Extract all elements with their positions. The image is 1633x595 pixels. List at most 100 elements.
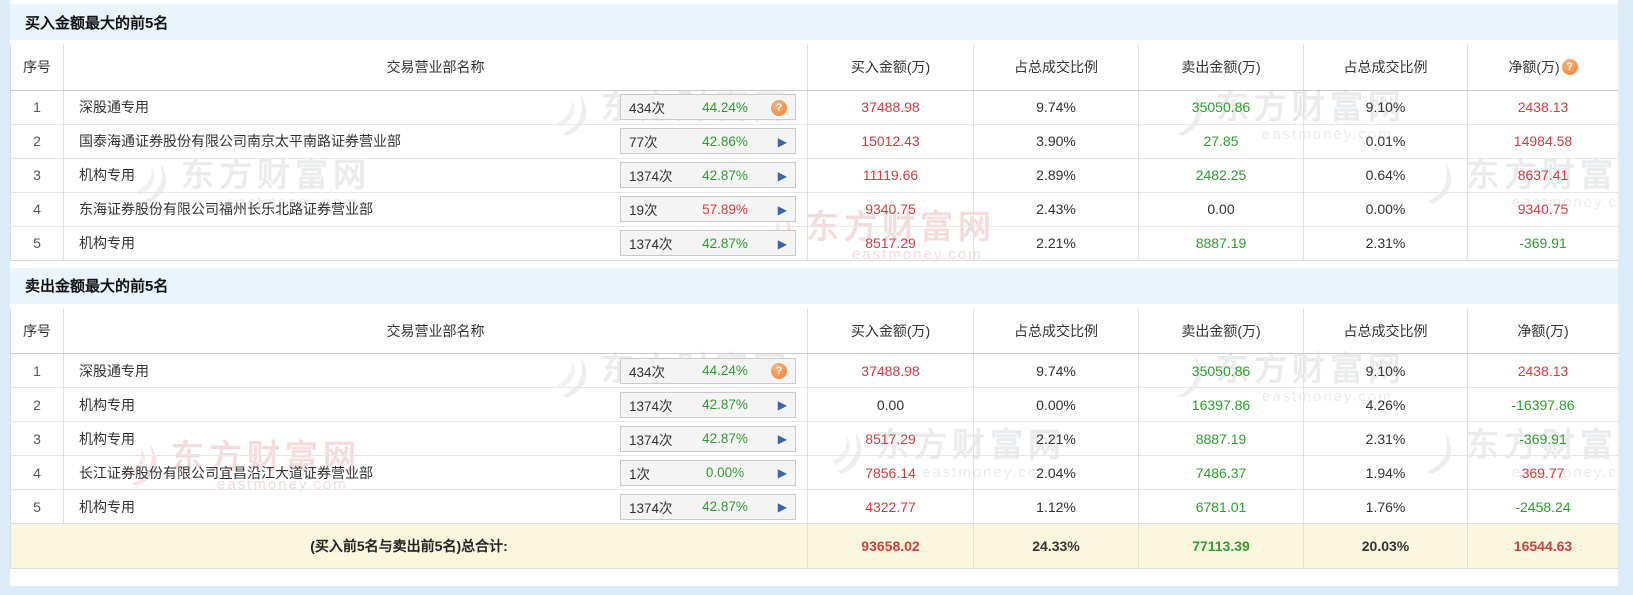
arrow-icon[interactable]	[778, 203, 787, 217]
trade-count-badge[interactable]: 1次 0.00%	[620, 459, 796, 486]
win-rate: 0.00%	[705, 465, 745, 480]
sell-ratio: 2.31%	[1303, 421, 1468, 456]
appearance-count: 19次	[629, 203, 658, 218]
col-header-broker-name: 交易营业部名称	[63, 45, 808, 91]
sell-amount: 35050.86	[1138, 90, 1304, 124]
buy-ratio: 2.89%	[973, 157, 1139, 192]
win-rate: 42.87%	[702, 397, 748, 412]
trade-count-badge[interactable]: 1374次 42.87%	[620, 162, 796, 188]
arrow-icon[interactable]	[778, 169, 787, 183]
question-icon[interactable]	[771, 363, 787, 379]
appearance-count: 1374次	[629, 237, 673, 252]
row-index: 4	[10, 191, 64, 226]
buy-ratio: 0.00%	[973, 387, 1139, 422]
trade-count-badge[interactable]: 19次 57.89%	[620, 196, 796, 222]
net-amount: 9340.75	[1467, 191, 1618, 226]
broker-name-cell: 机构专用 1374次 42.87%	[63, 225, 808, 261]
arrow-icon[interactable]	[778, 135, 787, 149]
win-rate: 42.87%	[702, 431, 748, 446]
col-header-index: 序号	[10, 308, 64, 354]
buy-amount: 15012.43	[807, 123, 974, 158]
col-header-buy-ratio: 占总成交比例	[973, 45, 1139, 91]
buy-amount: 4322.77	[807, 489, 974, 524]
table-row: 1 深股通专用 434次 44.24% 37488.98 9.74% 35050…	[10, 90, 1618, 124]
broker-name-cell: 长江证券股份有限公司宜昌沿江大道证券营业部 1次 0.00%	[63, 455, 808, 490]
lhb-content-panel: 东方财富网 eastmoney.com 东方财富网 eastmoney.com 东方…	[10, 0, 1618, 586]
trade-count-badge[interactable]: 434次 44.24%	[620, 94, 796, 120]
broker-name: 深股通专用	[79, 362, 149, 379]
total-buy-amount: 93658.02	[807, 523, 974, 569]
appearance-count: 434次	[629, 101, 666, 116]
buy-ratio: 2.43%	[973, 191, 1139, 226]
buy-amount: 0.00	[807, 387, 974, 422]
row-index: 3	[10, 157, 64, 192]
row-index: 2	[10, 123, 64, 158]
header-row: 序号 交易营业部名称 买入金额(万) 占总成交比例 卖出金额(万) 占总成交比例…	[10, 45, 1618, 91]
col-header-broker-name: 交易营业部名称	[63, 308, 808, 354]
question-icon[interactable]	[1561, 59, 1578, 76]
col-header-sell-ratio: 占总成交比例	[1303, 308, 1468, 354]
sell-amount: 8887.19	[1138, 225, 1304, 261]
win-rate: 42.87%	[702, 167, 748, 183]
buy-amount: 7856.14	[807, 455, 974, 490]
table-row: 3 机构专用 1374次 42.87% 8517.29 2.21% 8887.1…	[10, 421, 1618, 456]
win-rate: 42.87%	[702, 499, 748, 514]
broker-name: 国泰海通证券股份有限公司南京太平南路证券营业部	[79, 133, 401, 149]
appearance-count: 1374次	[629, 500, 673, 516]
broker-name-cell: 机构专用 1374次 42.87%	[63, 421, 808, 456]
trade-count-badge[interactable]: 1374次 42.87%	[620, 425, 796, 452]
broker-name-cell: 东海证券股份有限公司福州长乐北路证券营业部 19次 57.89%	[63, 191, 808, 226]
arrow-icon[interactable]	[778, 500, 787, 514]
appearance-count: 1次	[629, 466, 651, 482]
sell-ratio: 2.31%	[1303, 225, 1468, 261]
buy-ratio: 9.74%	[973, 353, 1139, 388]
broker-name-cell: 深股通专用 434次 44.24%	[63, 353, 808, 388]
trade-count-badge[interactable]: 1374次 42.87%	[620, 230, 796, 256]
net-amount: 2438.13	[1467, 353, 1618, 388]
sell-amount: 35050.86	[1138, 353, 1304, 388]
arrow-icon[interactable]	[778, 398, 787, 412]
buy-top5-section: 买入金额最大的前5名 序号 交易营业部名称 买入金额(万) 占总成交比例 卖出金…	[10, 4, 1618, 261]
row-index: 2	[10, 387, 64, 422]
sell-ratio: 0.01%	[1303, 123, 1468, 158]
arrow-icon[interactable]	[778, 237, 787, 251]
broker-name-cell: 国泰海通证券股份有限公司南京太平南路证券营业部 77次 42.86%	[63, 123, 808, 158]
row-index: 3	[10, 421, 64, 456]
arrow-icon[interactable]	[778, 432, 787, 446]
arrow-icon[interactable]	[778, 466, 787, 480]
buy-amount: 8517.29	[807, 225, 974, 261]
buy-table-title: 买入金额最大的前5名	[10, 4, 1618, 40]
col-header-buy-ratio: 占总成交比例	[973, 308, 1139, 354]
trade-count-badge[interactable]: 77次 42.86%	[620, 128, 796, 154]
sell-ratio: 0.64%	[1303, 157, 1468, 192]
total-sell-amount: 77113.39	[1138, 523, 1304, 569]
appearance-count: 1374次	[629, 432, 673, 448]
trade-count-badge[interactable]: 1374次 42.87%	[620, 391, 796, 418]
buy-ratio: 1.12%	[973, 489, 1139, 524]
win-rate: 42.87%	[702, 235, 748, 251]
trade-count-badge[interactable]: 434次 44.24%	[620, 357, 796, 384]
question-icon[interactable]	[771, 99, 787, 116]
sell-amount: 16397.86	[1138, 387, 1304, 422]
win-rate: 42.86%	[702, 133, 748, 149]
buy-ratio: 9.74%	[973, 90, 1139, 124]
buy-ratio: 2.21%	[973, 225, 1139, 261]
sell-ratio: 9.10%	[1303, 353, 1468, 388]
win-rate: 44.24%	[702, 363, 748, 378]
table-row: 2 机构专用 1374次 42.87% 0.00 0.00% 16397.86 …	[10, 387, 1618, 422]
broker-name: 机构专用	[79, 396, 135, 413]
sell-ratio: 1.94%	[1303, 455, 1468, 490]
sell-amount: 8887.19	[1138, 421, 1304, 456]
table-row: 4 长江证券股份有限公司宜昌沿江大道证券营业部 1次 0.00% 7856.14…	[10, 455, 1618, 490]
broker-name-cell: 机构专用 1374次 42.87%	[63, 157, 808, 192]
table-row: 3 机构专用 1374次 42.87% 11119.66 2.89% 2482.…	[10, 157, 1618, 192]
buy-amount: 37488.98	[807, 353, 974, 388]
trade-count-badge[interactable]: 1374次 42.87%	[620, 493, 796, 520]
buy-amount: 8517.29	[807, 421, 974, 456]
net-header-label: 净额(万)	[1508, 59, 1560, 76]
buy-amount: 9340.75	[807, 191, 974, 226]
sell-ratio: 9.10%	[1303, 90, 1468, 124]
sell-amount: 2482.25	[1138, 157, 1304, 192]
total-net-amount: 16544.63	[1467, 523, 1618, 569]
net-amount: -2458.24	[1467, 489, 1618, 524]
